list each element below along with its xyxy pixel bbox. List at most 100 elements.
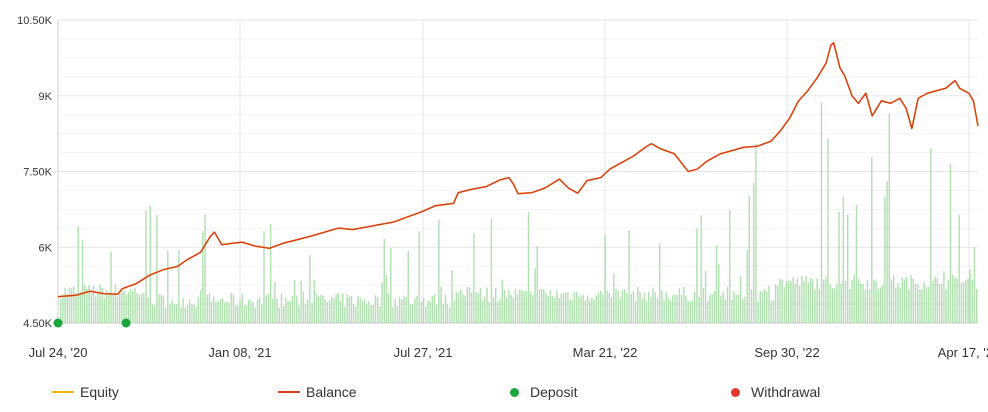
volume-bar <box>888 113 890 323</box>
volume-bar <box>643 293 646 323</box>
x-tick-label: Jul 27, '21 <box>394 345 453 360</box>
volume-bar <box>580 295 582 323</box>
volume-bar <box>943 271 945 323</box>
volume-bar <box>895 287 897 323</box>
volume-bar <box>510 294 512 323</box>
volume-bar <box>711 293 713 323</box>
volume-bar <box>440 286 442 323</box>
volume-bar <box>132 290 134 323</box>
volume-bar <box>442 303 444 323</box>
volume-bar <box>134 288 136 323</box>
volume-bar <box>473 233 475 323</box>
volume-bar <box>335 294 337 323</box>
volume-bar <box>186 305 189 323</box>
volume-bar <box>379 306 381 323</box>
volume-bar <box>827 138 829 323</box>
volume-bar <box>293 280 296 323</box>
volume-bar <box>501 279 503 323</box>
volume-bar <box>322 295 324 323</box>
volume-bar <box>346 294 348 323</box>
legend-item-withdrawal[interactable]: Withdrawal <box>726 381 820 403</box>
volume-bar <box>534 268 536 323</box>
volume-bar <box>197 297 200 323</box>
volume-bar <box>116 296 119 323</box>
volume-bar <box>941 284 943 323</box>
volume-bar <box>90 293 92 323</box>
volume-bar <box>103 297 106 323</box>
deposit-marker <box>53 318 63 328</box>
volume-bar <box>735 294 737 323</box>
volume-bar <box>352 304 355 323</box>
volume-bar <box>593 299 595 323</box>
volume-bar <box>79 291 82 323</box>
volume-bar <box>530 291 532 323</box>
volume-bar <box>167 250 169 323</box>
volume-bar <box>798 286 801 323</box>
volume-bar <box>879 287 882 323</box>
volume-bar <box>427 300 429 323</box>
volume-bar <box>962 281 965 323</box>
volume-bar <box>348 296 350 323</box>
volume-bar <box>731 299 733 323</box>
volume-bar <box>506 298 508 323</box>
volume-bar <box>125 295 127 323</box>
volume-bar <box>733 291 735 323</box>
volume-bar <box>300 281 302 323</box>
volume-bar <box>475 292 477 323</box>
volume-bar <box>407 250 409 323</box>
volume-bar <box>320 294 322 323</box>
volume-bar <box>291 296 294 323</box>
volume-bar <box>311 302 313 323</box>
legend-swatch-equity <box>52 391 74 393</box>
volume-bar <box>481 300 484 323</box>
volume-bar <box>390 248 392 323</box>
y-tick-label: 6K <box>39 242 53 254</box>
volume-bar <box>527 211 530 323</box>
volume-bar <box>486 287 488 323</box>
legend-item-deposit[interactable]: Deposit <box>505 381 577 403</box>
volume-bar <box>665 292 667 323</box>
volume-bar <box>659 243 661 323</box>
volume-bar <box>228 303 230 323</box>
legend-swatch-deposit <box>510 387 519 397</box>
volume-bar <box>449 307 451 323</box>
volume-bar <box>387 293 390 323</box>
volume-bar <box>495 288 497 323</box>
volume-bar <box>639 291 641 323</box>
volume-bar <box>92 286 95 323</box>
volume-bar <box>313 280 315 323</box>
volume-bar <box>729 210 731 323</box>
legend-item-balance[interactable]: Balance <box>278 381 357 403</box>
volume-bar <box>761 291 764 323</box>
volume-bar <box>923 282 925 323</box>
volume-bar <box>654 292 656 323</box>
volume-bar <box>672 295 674 323</box>
volume-bar <box>385 275 388 323</box>
volume-bar <box>359 297 361 323</box>
volume-bar <box>66 293 68 323</box>
y-tick-label: 9K <box>39 91 53 103</box>
volume-bar <box>868 289 871 323</box>
volume-bar <box>759 290 761 323</box>
volume-bar <box>438 219 440 323</box>
volume-bar <box>562 293 565 323</box>
volume-bar <box>477 293 479 323</box>
volume-bar <box>921 289 923 323</box>
volume-bar <box>99 284 101 323</box>
volume-bar <box>755 143 757 323</box>
volume-bar <box>774 284 777 323</box>
volume-bar <box>781 279 783 323</box>
volume-bar <box>460 289 462 323</box>
volume-bar <box>768 285 770 323</box>
volume-bar <box>838 211 840 323</box>
volume-bar <box>261 304 263 323</box>
volume-bar <box>558 297 560 323</box>
volume-bar <box>206 294 208 323</box>
legend-item-equity[interactable]: Equity <box>52 381 119 403</box>
volume-bar <box>833 288 836 323</box>
volume-bar <box>70 288 73 323</box>
volume-bar <box>204 214 206 323</box>
volume-bar <box>860 283 862 323</box>
volume-bar <box>248 299 250 323</box>
volume-bar <box>641 298 643 323</box>
